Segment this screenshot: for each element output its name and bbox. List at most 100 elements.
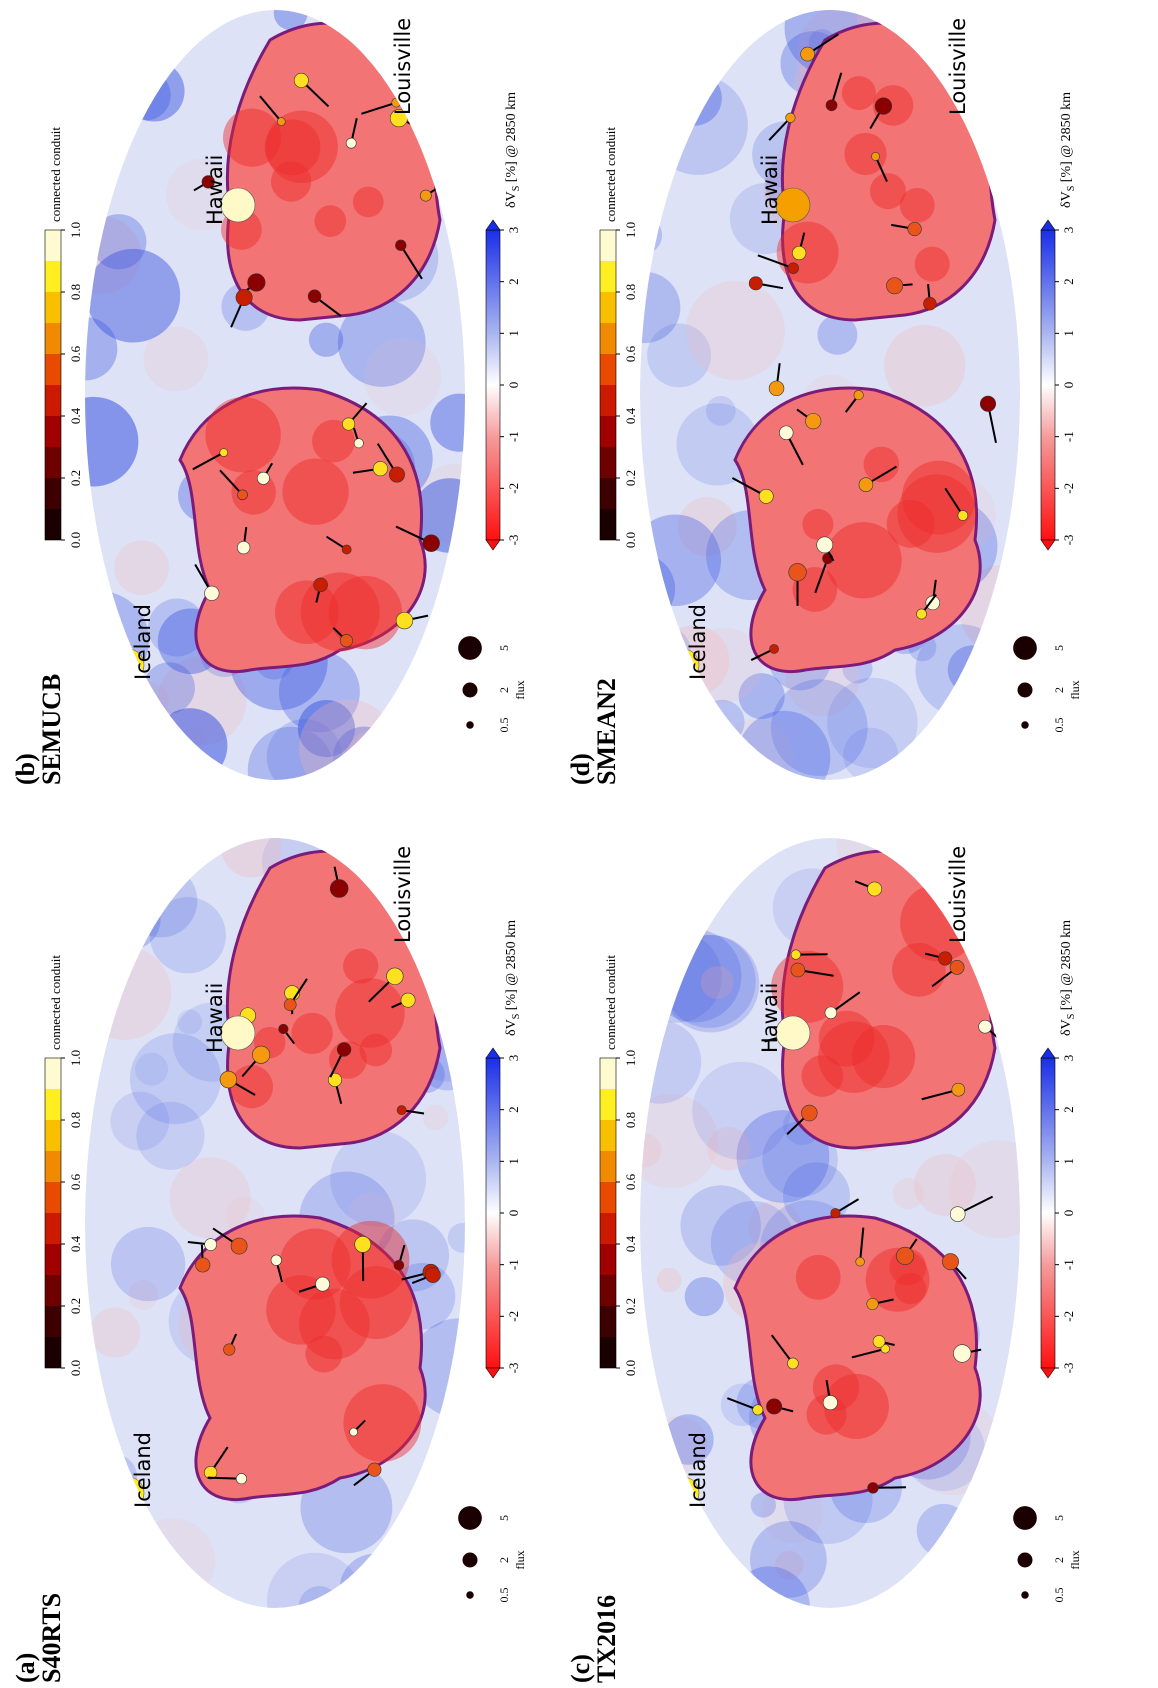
plume (858, 477, 874, 492)
plume (792, 245, 807, 261)
colorbar-segment (45, 384, 61, 416)
colorbar-title-rest: [%] @ 2850 km (504, 920, 519, 1014)
colorbar-segment (45, 1336, 61, 1368)
anomaly (85, 1577, 116, 1608)
colorbar-segment (600, 322, 616, 354)
conduit (192, 451, 225, 471)
anomaly (86, 248, 181, 343)
anomaly (892, 1178, 924, 1210)
colorbar-segment (45, 1057, 61, 1089)
anomaly (750, 1521, 827, 1598)
colorbar-title: δVS [%] @ 2850 km (504, 92, 522, 208)
anomaly (705, 396, 736, 426)
plume (396, 1105, 407, 1116)
colorbar-tick-label: -3 (506, 535, 521, 546)
plume (353, 438, 364, 449)
anomaly (640, 82, 674, 148)
conduit (874, 156, 888, 182)
flux-legend-label: 5 (497, 645, 511, 651)
plume (953, 1344, 972, 1363)
anomaly (85, 216, 142, 294)
anomaly (363, 338, 442, 416)
colorbar-tick-label: -2 (1061, 1311, 1076, 1322)
red-core (852, 1024, 916, 1089)
plume (790, 962, 806, 978)
anomaly (817, 314, 858, 355)
flux-legend-label: 0.5 (1052, 1588, 1066, 1603)
flux-legend-marker (1017, 1552, 1033, 1568)
conduit (978, 899, 991, 916)
anomaly (640, 1093, 719, 1189)
red-core (331, 1220, 410, 1299)
colorbar (485, 229, 501, 541)
colorbar-tick-label: 2 (506, 1106, 521, 1113)
anomaly (266, 1552, 363, 1608)
anomaly (147, 598, 206, 657)
red-core (801, 1055, 844, 1097)
place-label: Iceland (686, 604, 710, 680)
plume (313, 577, 328, 593)
llsvp (733, 386, 982, 673)
plume (752, 1404, 764, 1416)
plume-hawaii (775, 1015, 811, 1051)
red-core (863, 446, 900, 483)
anomaly (90, 1307, 141, 1358)
flux-legend-label: 2 (1052, 687, 1066, 693)
anomaly (165, 158, 238, 231)
anomaly (121, 1564, 152, 1595)
plume (949, 1206, 966, 1222)
anomaly (409, 733, 465, 780)
anomaly (770, 679, 868, 776)
red-core (314, 205, 347, 237)
plume (748, 276, 763, 291)
colorbar-segment (45, 1150, 61, 1182)
colorbar-tick-label: -3 (1061, 1363, 1076, 1374)
colorbar-title-sub: S (1066, 1014, 1077, 1020)
colorbar-title-rest: [%] @ 2850 km (1059, 92, 1074, 186)
colorbar-tick-label: 3 (506, 1055, 521, 1062)
colorbar (1040, 1057, 1056, 1369)
plume (204, 585, 220, 601)
colorbar-end (485, 219, 501, 231)
colorbar-segment (600, 1274, 616, 1306)
flux-legend-marker (462, 682, 478, 698)
place-label: Hawaii (203, 155, 227, 225)
anomaly (884, 324, 966, 407)
flux-legend-marker (1021, 721, 1029, 729)
plume (938, 951, 953, 966)
place-label: Iceland (686, 1432, 710, 1508)
anomaly (687, 627, 763, 703)
anomaly (647, 323, 711, 388)
plume (247, 273, 266, 292)
plume (237, 541, 251, 555)
flux-legend-label: 2 (497, 1557, 511, 1563)
colorbar-frame (599, 1057, 617, 1369)
plume (788, 563, 807, 582)
colorbar-tick-label: -1 (506, 431, 521, 442)
flux-legend-marker (1013, 1506, 1037, 1530)
red-core (275, 580, 339, 645)
anomaly (914, 1154, 976, 1216)
panel-label: (d) (566, 753, 595, 785)
colorbar-tick-label: 0 (1061, 382, 1076, 389)
anomaly (116, 763, 147, 780)
anomaly (220, 838, 282, 878)
model-name: SMEAN2 (592, 678, 621, 785)
red-core (901, 460, 976, 535)
plume (237, 489, 248, 501)
colorbar-segment (600, 1088, 616, 1120)
anomaly (346, 1192, 399, 1244)
plume (201, 175, 215, 189)
plume (949, 959, 965, 975)
plume (957, 510, 969, 521)
flux-legend-label: 0.5 (497, 1588, 511, 1603)
anomaly (136, 1101, 205, 1170)
colorbar-tick-label: 2 (1061, 278, 1076, 285)
conduit (859, 1227, 865, 1262)
anomaly (984, 979, 1017, 1011)
colorbar-tick-label: -2 (506, 483, 521, 494)
colorbar (1040, 229, 1056, 541)
plume (204, 1465, 218, 1480)
colorbar-title-sub: S (1066, 186, 1077, 192)
colorbar-segment (45, 1181, 61, 1213)
